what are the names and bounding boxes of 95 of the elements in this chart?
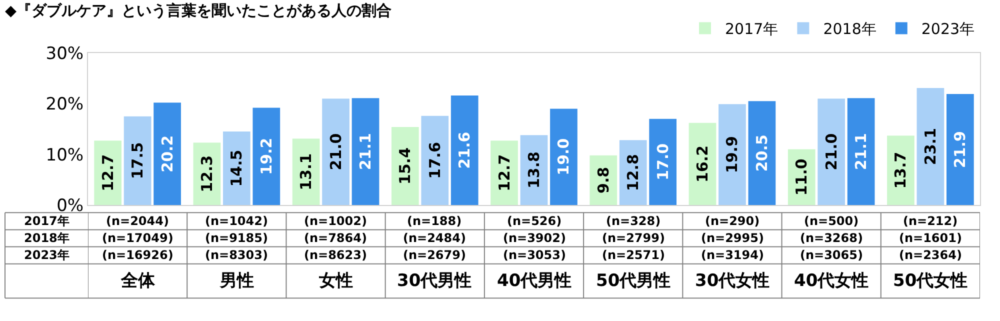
x-tick-label: 30代女性 — [695, 271, 770, 291]
data-label: 9.8 — [594, 166, 612, 194]
text: (n=3065) — [800, 248, 863, 262]
data-label: 19.9 — [723, 136, 742, 174]
bar — [718, 104, 746, 205]
bar — [649, 118, 677, 205]
text: (n=8623) — [304, 248, 367, 262]
data-label: 12.8 — [624, 154, 642, 192]
bar — [421, 116, 449, 205]
bar — [352, 98, 380, 205]
text: (n=3268) — [800, 231, 863, 245]
bar — [124, 116, 152, 205]
text: 2023年 — [24, 248, 70, 262]
legend-label: 2018年 — [823, 20, 876, 38]
data-label: 21.1 — [356, 133, 375, 170]
y-tick-label: 30% — [46, 44, 84, 64]
y-tick-label: 10% — [46, 145, 84, 166]
bar — [550, 108, 578, 205]
bar — [748, 101, 776, 205]
data-label: 21.0 — [326, 133, 345, 170]
text: (n=17049) — [102, 231, 174, 245]
bar — [688, 122, 716, 205]
data-label: 15.4 — [396, 147, 414, 184]
x-tick-label: 男性 — [219, 271, 254, 291]
text: (n=188) — [407, 214, 462, 228]
bar — [887, 136, 914, 205]
text: (n=2484) — [403, 231, 466, 245]
text: (n=526) — [507, 214, 562, 228]
text: (n=1601) — [899, 231, 962, 245]
data-label: 17.5 — [128, 142, 147, 180]
text: (n=3053) — [503, 248, 566, 262]
text: (n=2995) — [701, 231, 764, 245]
y-tick-label: 0% — [56, 196, 84, 216]
x-tick-label: 全体 — [120, 271, 156, 291]
text: (n=16926) — [102, 248, 174, 262]
x-tick-label: 30代男性 — [397, 271, 472, 291]
bar — [450, 96, 478, 205]
x-tick-label: 40代男性 — [497, 271, 572, 291]
legend-label: 2023年 — [921, 20, 975, 38]
data-label: 20.5 — [752, 134, 771, 172]
bar — [322, 98, 350, 205]
y-tick-label: 20% — [46, 94, 84, 115]
bar — [818, 98, 846, 205]
text: (n=500) — [804, 214, 859, 228]
text: (n=3902) — [503, 231, 566, 245]
text: (n=3194) — [701, 248, 764, 262]
data-label: 21.6 — [456, 132, 474, 169]
text: (n=290) — [705, 214, 760, 228]
x-tick-label: 50代男性 — [596, 271, 671, 291]
data-label: 19.2 — [257, 138, 276, 175]
text: (n=328) — [606, 214, 661, 228]
chart-title: ◆『ダブルケア』という言葉を聞いたことがある人の割合 — [5, 1, 392, 20]
text: (n=212) — [903, 214, 958, 228]
text: (n=7864) — [304, 231, 367, 245]
text: (n=2364) — [899, 248, 962, 262]
bar — [94, 140, 122, 205]
data-label: 11.0 — [792, 158, 811, 196]
x-tick-label: 女性 — [318, 271, 353, 291]
data-label: 17.0 — [654, 143, 672, 180]
data-label: 13.1 — [297, 153, 316, 190]
legend-label: 2017年 — [725, 20, 778, 38]
data-label: 13.7 — [892, 152, 910, 189]
bar — [490, 140, 518, 205]
bar — [946, 94, 974, 205]
text: 2017年 — [24, 214, 70, 228]
data-label: 23.1 — [921, 128, 940, 165]
data-label: 13.8 — [525, 152, 543, 189]
x-tick-label: 40代女性 — [794, 271, 869, 291]
text: (n=2799) — [602, 231, 665, 245]
bar — [252, 108, 280, 205]
data-label: 12.3 — [198, 155, 216, 192]
bar — [222, 132, 250, 205]
text: 2018年 — [24, 231, 70, 245]
data-label: 20.2 — [158, 135, 176, 172]
text: (n=2679) — [403, 248, 466, 262]
data-label: 12.7 — [98, 154, 117, 192]
data-label: 21.0 — [822, 133, 840, 170]
bar — [847, 98, 875, 205]
data-label: 12.7 — [495, 154, 514, 192]
data-label: 14.5 — [228, 150, 246, 187]
text: (n=9185) — [205, 231, 268, 245]
text: (n=2571) — [602, 248, 665, 262]
data-label: 17.6 — [426, 142, 444, 179]
data-label: 16.2 — [693, 145, 712, 182]
bar — [916, 88, 944, 205]
x-tick-label: 50代女性 — [893, 271, 968, 291]
bar — [391, 126, 419, 205]
bar — [154, 102, 181, 205]
data-label: 19.0 — [554, 138, 573, 176]
text: (n=2044) — [106, 214, 169, 228]
data-label: 21.9 — [951, 131, 970, 168]
text: (n=8303) — [205, 248, 268, 262]
data-label: 21.1 — [852, 133, 870, 170]
text: (n=1002) — [304, 214, 367, 228]
text: (n=1042) — [205, 214, 268, 228]
